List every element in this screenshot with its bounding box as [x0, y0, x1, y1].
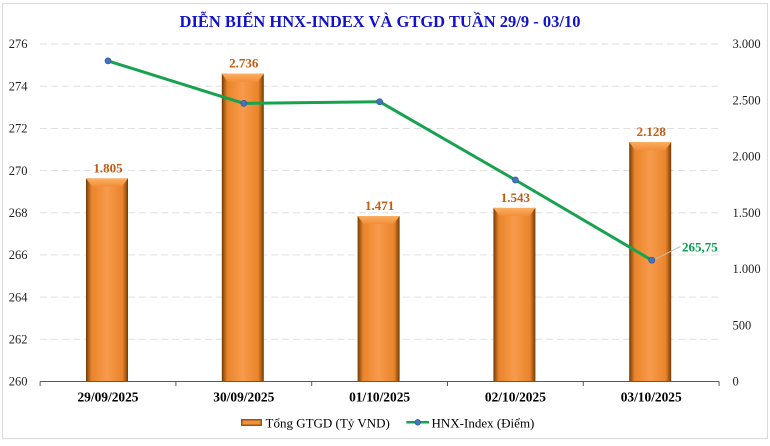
svg-text:266: 266 — [9, 248, 28, 262]
svg-text:0: 0 — [733, 375, 739, 389]
svg-text:276: 276 — [9, 37, 28, 51]
svg-text:03/10/2025: 03/10/2025 — [621, 390, 682, 405]
svg-text:1.471: 1.471 — [365, 198, 394, 213]
svg-text:264: 264 — [9, 290, 29, 304]
svg-text:265,75: 265,75 — [682, 240, 718, 255]
svg-text:Tổng GTGD (Tỷ VND): Tổng GTGD (Tỷ VND) — [266, 416, 390, 431]
svg-text:274: 274 — [9, 79, 29, 93]
svg-text:29/09/2025: 29/09/2025 — [77, 390, 138, 405]
svg-text:270: 270 — [9, 164, 28, 178]
svg-text:2.500: 2.500 — [733, 93, 761, 107]
svg-text:268: 268 — [9, 206, 28, 220]
svg-text:262: 262 — [9, 333, 28, 347]
svg-text:500: 500 — [733, 318, 752, 332]
svg-text:2.128: 2.128 — [637, 124, 667, 139]
svg-text:01/10/2025: 01/10/2025 — [349, 390, 410, 405]
svg-text:1.805: 1.805 — [93, 160, 123, 175]
svg-text:HNX-Index (Điểm): HNX-Index (Điểm) — [432, 416, 535, 431]
svg-text:1.000: 1.000 — [733, 262, 761, 276]
svg-text:2.736: 2.736 — [229, 56, 259, 71]
svg-text:02/10/2025: 02/10/2025 — [485, 390, 546, 405]
svg-text:272: 272 — [9, 122, 28, 136]
svg-text:30/09/2025: 30/09/2025 — [213, 390, 274, 405]
svg-text:260: 260 — [9, 375, 28, 389]
svg-text:1.500: 1.500 — [733, 206, 761, 220]
svg-text:3.000: 3.000 — [733, 37, 761, 51]
svg-text:DIỄN BIẾN HNX-INDEX VÀ GTGD TU: DIỄN BIẾN HNX-INDEX VÀ GTGD TUẦN 29/9 - … — [180, 12, 581, 31]
svg-text:1.543: 1.543 — [501, 190, 531, 205]
svg-text:2.000: 2.000 — [733, 150, 761, 164]
